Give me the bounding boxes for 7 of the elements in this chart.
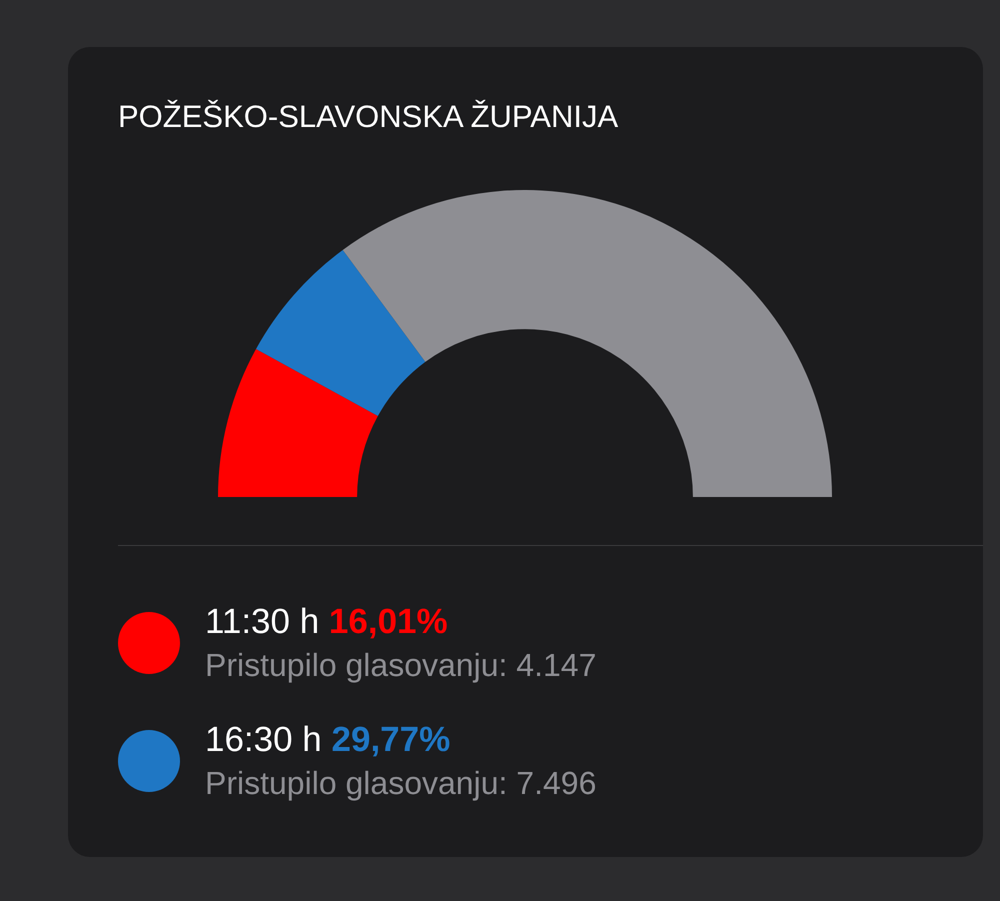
legend-label: 11:30 h (205, 602, 320, 641)
text: Pristupilo glasovanju: 7.496 (205, 765, 596, 802)
chart-title: POŽEŠKO-SLAVONSKA ŽUPANIJA (118, 99, 618, 135)
text: 29,77% (332, 720, 450, 759)
text: 16,01% (328, 602, 448, 641)
text: Pristupilo glasovanju: 4.147 (205, 647, 596, 684)
legend-label: 16:30 h (205, 720, 322, 759)
